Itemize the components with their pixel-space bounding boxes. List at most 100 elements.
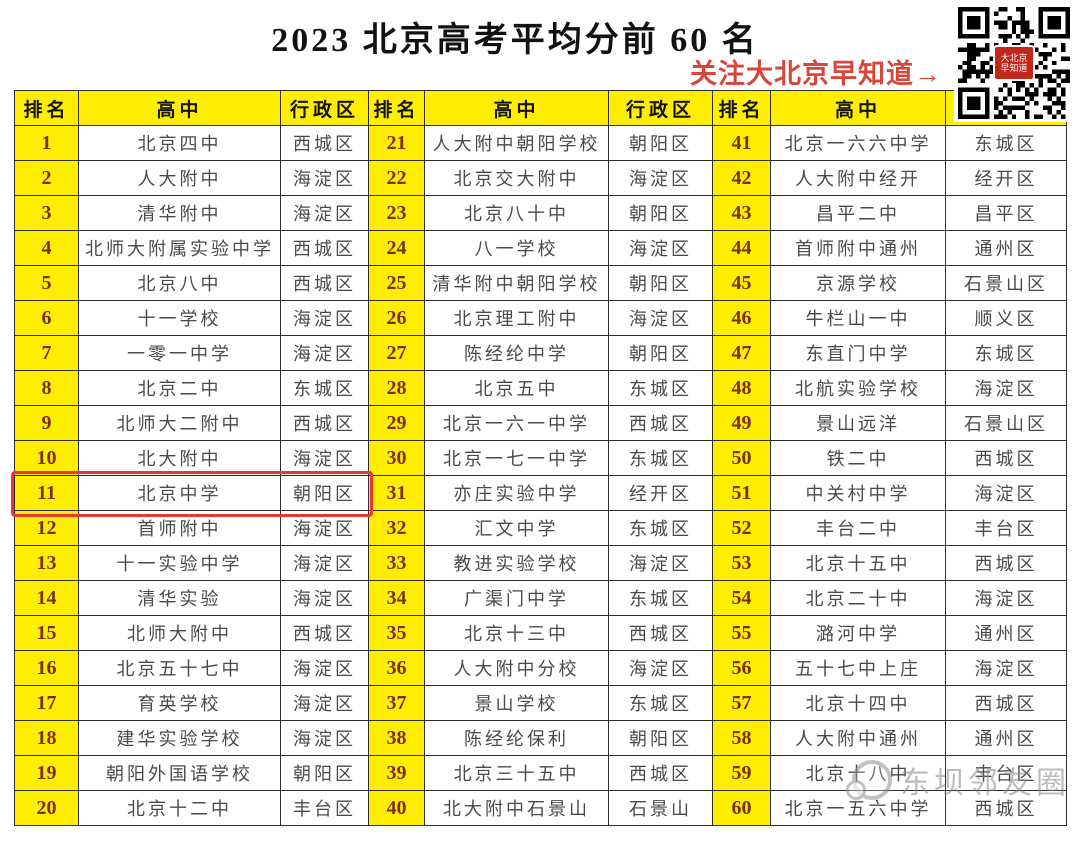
rank-cell: 58 — [712, 720, 771, 756]
school-cell: 北师大附属实验中学 — [78, 230, 281, 266]
table-row: 6 十一学校 海淀区 26 北京理工附中 海淀区 46 牛栏山一中 顺义区 — [14, 300, 1067, 336]
school-cell: 丰台二中 — [770, 510, 946, 546]
district-cell: 东城区 — [945, 335, 1067, 371]
school-cell: 北京十八中 — [770, 755, 946, 791]
district-cell: 海淀区 — [280, 195, 369, 231]
school-cell: 北京五十七中 — [78, 650, 281, 686]
district-cell: 海淀区 — [608, 300, 713, 336]
school-cell: 北京理工附中 — [424, 300, 609, 336]
header-row: 排名高中行政区排名高中行政区排名高中行政区 — [14, 90, 1067, 126]
school-cell: 北大附中石景山 — [424, 790, 609, 826]
district-cell: 朝阳区 — [608, 720, 713, 756]
school-cell: 人大附中朝阳学校 — [424, 125, 609, 161]
table-row: 9 北师大二附中 西城区 29 北京一六一中学 西城区 49 景山远洋 石景山区 — [14, 405, 1067, 441]
district-cell: 海淀区 — [608, 160, 713, 196]
column-header-district: 行政区 — [608, 90, 713, 126]
rank-cell: 19 — [14, 755, 79, 791]
table-row: 13 十一实验中学 海淀区 33 教进实验学校 海淀区 53 北京十五中 西城区 — [14, 545, 1067, 581]
column-header-school: 高中 — [424, 90, 609, 126]
school-cell: 人大附中通州 — [770, 720, 946, 756]
school-cell: 北京二中 — [78, 370, 281, 406]
rank-cell: 43 — [712, 195, 771, 231]
school-cell: 北京三十五中 — [424, 755, 609, 791]
district-cell: 东城区 — [608, 685, 713, 721]
rank-cell: 35 — [368, 615, 425, 651]
table-row: 12 首师附中 海淀区 32 汇文中学 东城区 52 丰台二中 丰台区 — [14, 510, 1067, 546]
school-cell: 中关村中学 — [770, 475, 946, 511]
district-cell: 朝阳区 — [608, 195, 713, 231]
district-cell: 东城区 — [280, 370, 369, 406]
district-cell: 西城区 — [608, 615, 713, 651]
rank-cell: 49 — [712, 405, 771, 441]
school-cell: 陈经纶保利 — [424, 720, 609, 756]
rank-cell: 47 — [712, 335, 771, 371]
school-cell: 铁二中 — [770, 440, 946, 476]
district-cell: 西城区 — [608, 405, 713, 441]
rank-cell: 12 — [14, 510, 79, 546]
school-cell: 清华附中朝阳学校 — [424, 265, 609, 301]
ranking-table: 排名高中行政区排名高中行政区排名高中行政区1北京四中西城区21人大附中朝阳学校朝… — [14, 90, 1067, 826]
rank-cell: 28 — [368, 370, 425, 406]
rank-cell: 31 — [368, 475, 425, 511]
school-cell: 北京十五中 — [770, 545, 946, 581]
rank-cell: 59 — [712, 755, 771, 791]
district-cell: 东城区 — [608, 370, 713, 406]
table-row: 11 北京中学 朝阳区 31 亦庄实验中学 经开区 51 中关村中学 海淀区 — [14, 475, 1067, 511]
school-cell: 一零一中学 — [78, 335, 281, 371]
rank-cell: 32 — [368, 510, 425, 546]
rank-cell: 24 — [368, 230, 425, 266]
rank-cell: 4 — [14, 230, 79, 266]
district-cell: 海淀区 — [280, 650, 369, 686]
rank-cell: 46 — [712, 300, 771, 336]
rank-cell: 13 — [14, 545, 79, 581]
ranking-table-body: 排名高中行政区排名高中行政区排名高中行政区1北京四中西城区21人大附中朝阳学校朝… — [14, 90, 1067, 826]
school-cell: 清华实验 — [78, 580, 281, 616]
school-cell: 清华附中 — [78, 195, 281, 231]
school-cell: 十一学校 — [78, 300, 281, 336]
district-cell: 西城区 — [945, 440, 1067, 476]
school-cell: 景山远洋 — [770, 405, 946, 441]
school-cell: 北京十四中 — [770, 685, 946, 721]
school-cell: 陈经纶中学 — [424, 335, 609, 371]
school-cell: 汇文中学 — [424, 510, 609, 546]
table-row: 19 朝阳外国语学校 朝阳区 39 北京三十五中 西城区 59 北京十八中 丰台区 — [14, 755, 1067, 791]
rank-cell: 17 — [14, 685, 79, 721]
school-cell: 朝阳外国语学校 — [78, 755, 281, 791]
school-cell: 教进实验学校 — [424, 545, 609, 581]
district-cell: 西城区 — [280, 265, 369, 301]
rank-cell: 45 — [712, 265, 771, 301]
table-row: 4 北师大附属实验中学 西城区 24 八一学校 海淀区 44 首师附中通州 通州区 — [14, 230, 1067, 266]
school-cell: 广渠门中学 — [424, 580, 609, 616]
rank-cell: 14 — [14, 580, 79, 616]
rank-cell: 15 — [14, 615, 79, 651]
district-cell: 通州区 — [945, 720, 1067, 756]
qr-label-line1: 大北京 — [1000, 52, 1028, 63]
column-header-district: 行政区 — [280, 90, 369, 126]
school-cell: 人大附中分校 — [424, 650, 609, 686]
table-row: 14 清华实验 海淀区 34 广渠门中学 东城区 54 北京二十中 海淀区 — [14, 580, 1067, 616]
school-cell: 人大附中经开 — [770, 160, 946, 196]
district-cell: 西城区 — [945, 685, 1067, 721]
rank-cell: 42 — [712, 160, 771, 196]
rank-cell: 60 — [712, 790, 771, 826]
district-cell: 海淀区 — [280, 440, 369, 476]
school-cell: 北京八中 — [78, 265, 281, 301]
table-row: 20 北京十二中 丰台区 40 北大附中石景山 石景山 60 北京一五六中学 西城区 — [14, 790, 1067, 826]
rank-cell: 22 — [368, 160, 425, 196]
district-cell: 海淀区 — [945, 370, 1067, 406]
rank-cell: 41 — [712, 125, 771, 161]
school-cell: 昌平二中 — [770, 195, 946, 231]
school-cell: 亦庄实验中学 — [424, 475, 609, 511]
district-cell: 海淀区 — [280, 300, 369, 336]
qr-code: 大北京 早知道 — [954, 4, 1074, 122]
qr-pattern — [958, 7, 1070, 119]
school-cell: 五十七中上庄 — [770, 650, 946, 686]
district-cell: 通州区 — [945, 230, 1067, 266]
rank-cell: 21 — [368, 125, 425, 161]
school-cell: 八一学校 — [424, 230, 609, 266]
district-cell: 西城区 — [280, 615, 369, 651]
rank-cell: 33 — [368, 545, 425, 581]
rank-cell: 51 — [712, 475, 771, 511]
school-cell: 十一实验中学 — [78, 545, 281, 581]
district-cell: 海淀区 — [608, 545, 713, 581]
